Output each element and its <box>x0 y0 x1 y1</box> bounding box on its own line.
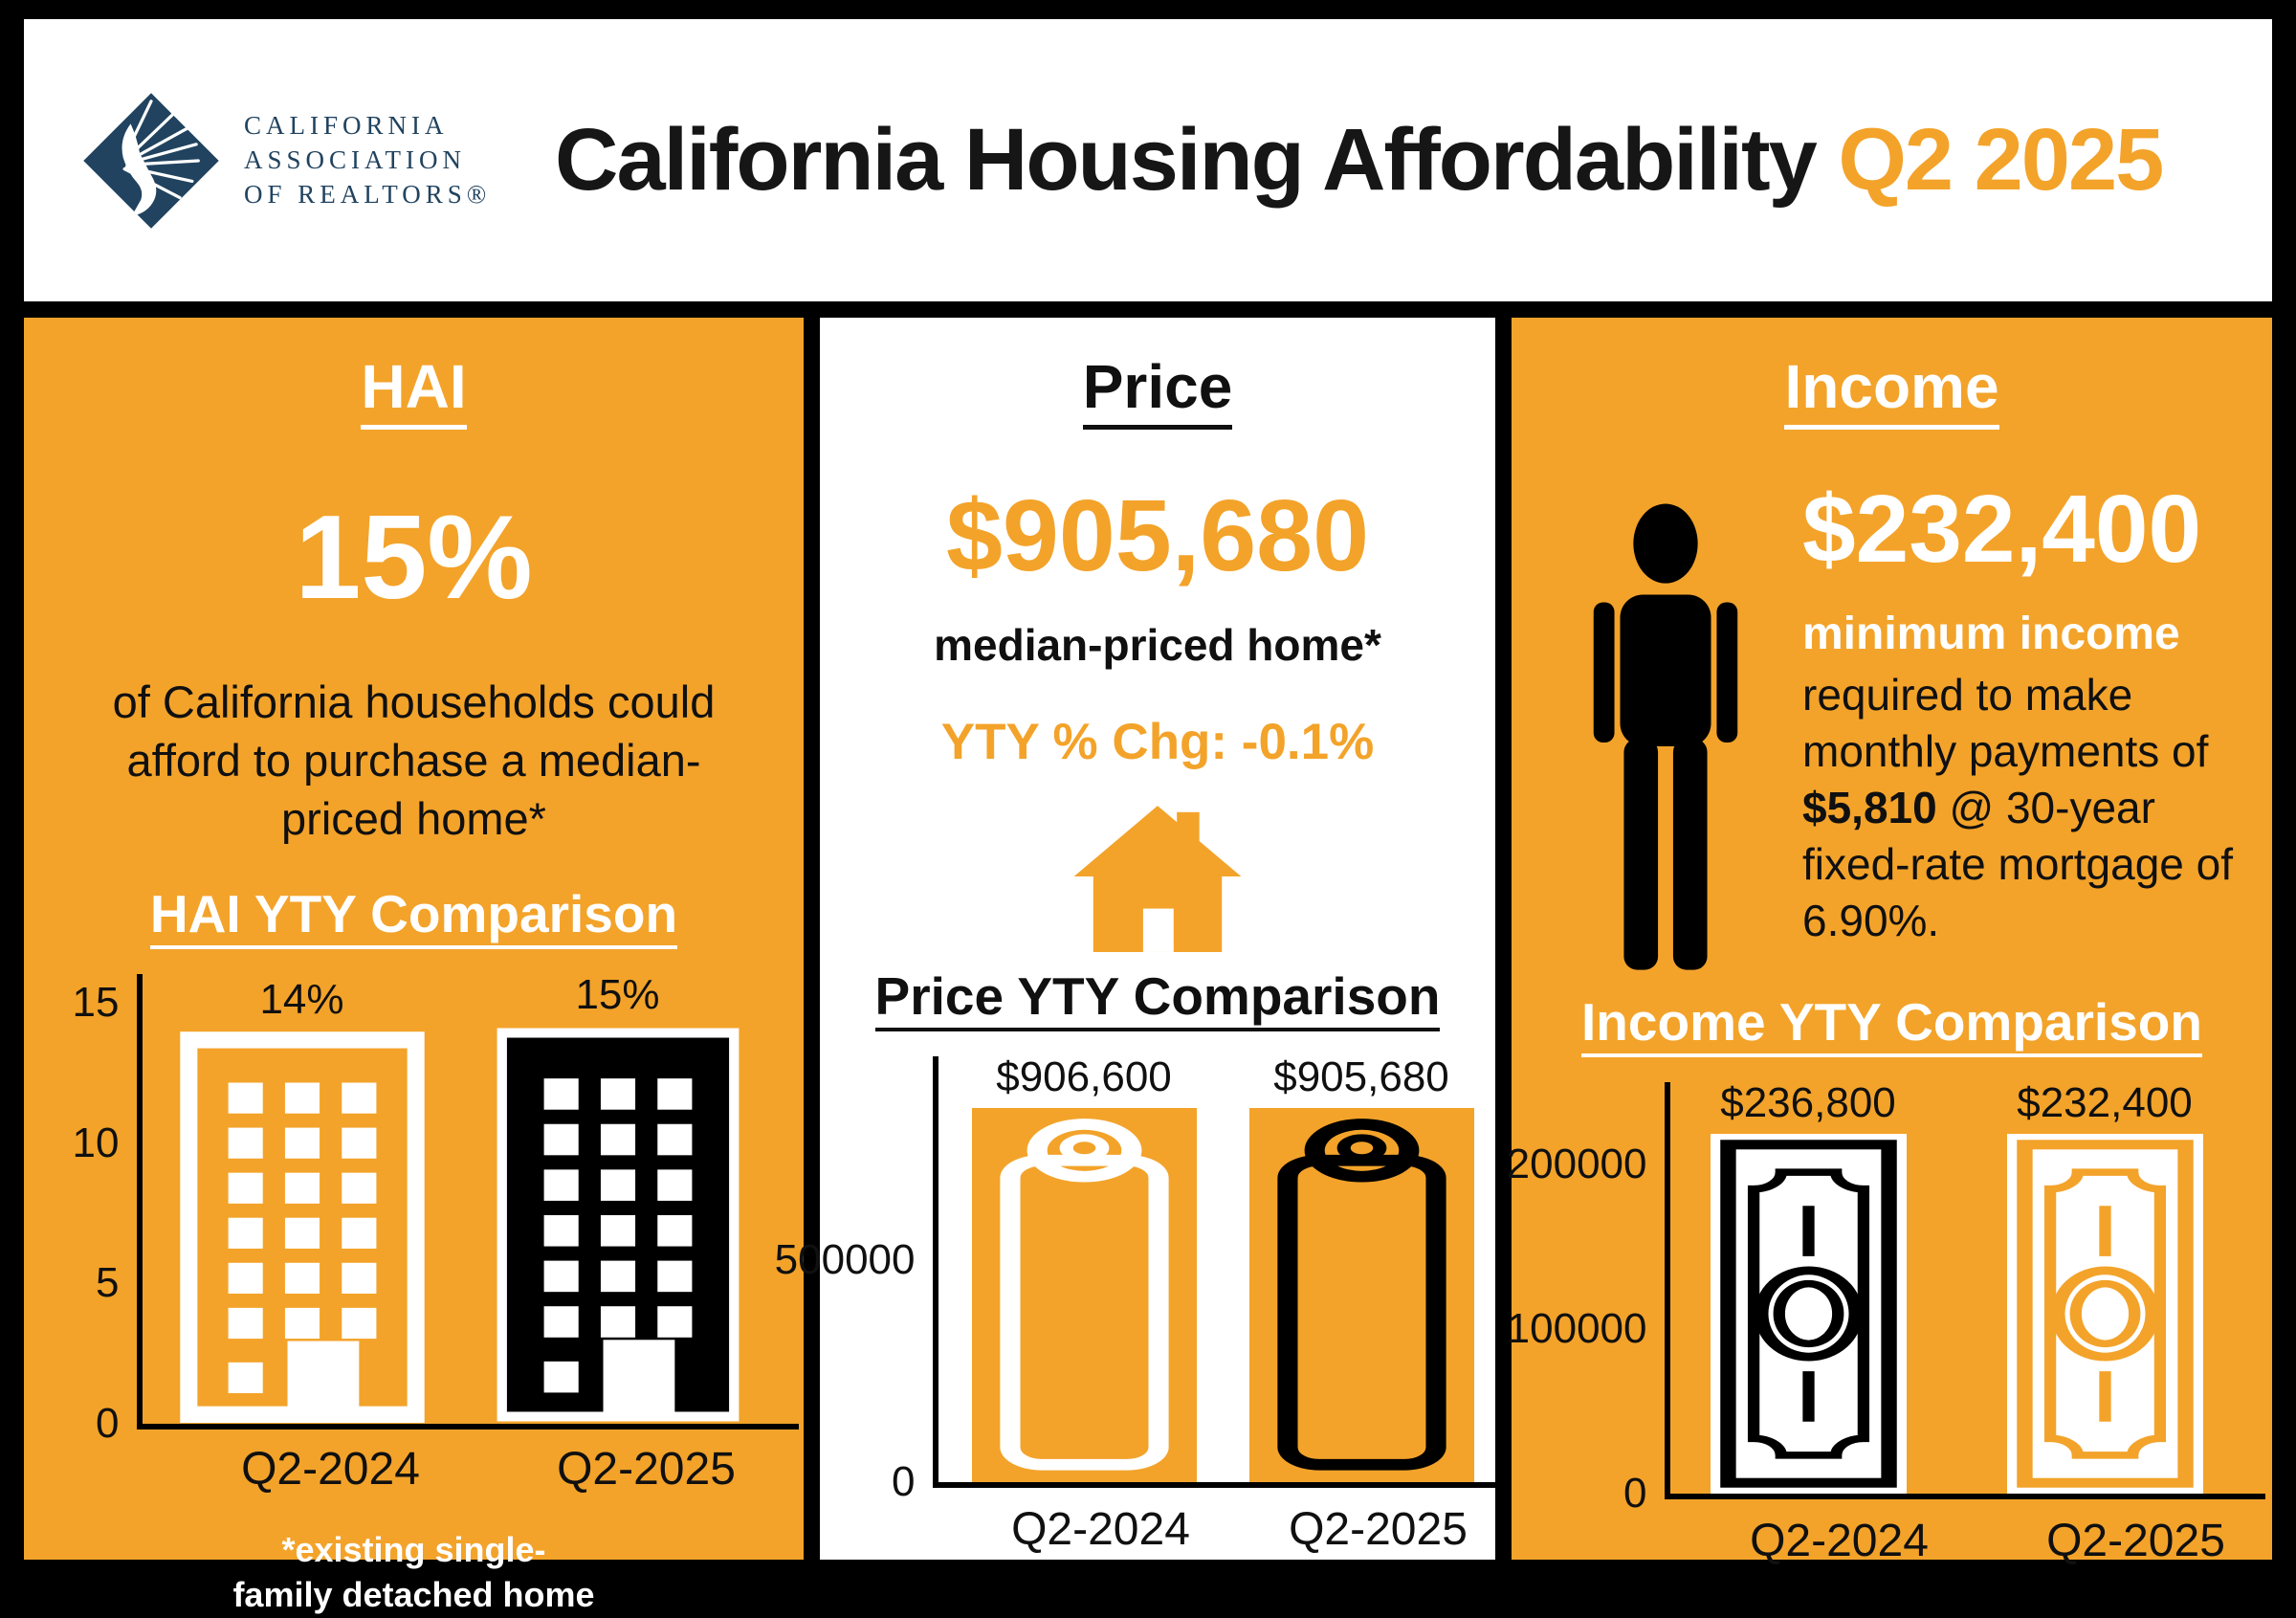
building-icon <box>179 1031 425 1424</box>
price-yty-change: YTY % Chg: -0.1% <box>940 714 1375 770</box>
price-plot-area: $906,600 $905,680 <box>932 1053 1508 1488</box>
logo-line-1: CALIFORNIA <box>244 111 449 140</box>
y-tick-label: 0 <box>1623 1470 1647 1517</box>
income-panel: Income $232,400 minimum income required … <box>1507 318 2272 1566</box>
bar-q2-2024: $236,800 <box>1710 1079 1907 1494</box>
y-tick-label: 500000 <box>774 1236 916 1284</box>
income-plot-area: $236,800 $232,400 <box>1664 1079 2265 1499</box>
banknote-icon <box>2016 1140 2194 1488</box>
price-tag-icon <box>1276 1119 1446 1471</box>
price-tag-icon <box>999 1119 1169 1471</box>
house-icon <box>1073 806 1242 952</box>
income-desc-part2: @ 30-year fixed-rate mortgage of 6.90%. <box>1802 782 2234 945</box>
header-band: CALIFORNIA ASSOCIATION OF REALTORS® Cali… <box>24 19 2272 301</box>
y-tick-label: 100000 <box>1506 1305 1647 1352</box>
car-logo-text: CALIFORNIA ASSOCIATION OF REALTORS® <box>244 113 491 208</box>
y-tick-label: 15 <box>72 978 120 1026</box>
income-x-labels: Q2-2024 Q2-2025 <box>1550 1515 2234 1567</box>
bar-value-label: $906,600 <box>996 1053 1172 1100</box>
price-x-labels: Q2-2024 Q2-2025 <box>825 1503 1490 1556</box>
income-headline-value: $232,400 <box>1802 476 2202 583</box>
hai-x-labels: Q2-2024 Q2-2025 <box>58 1443 770 1496</box>
x-label: Q2-2024 <box>1750 1516 1929 1566</box>
y-tick-label: 5 <box>96 1259 120 1307</box>
bar-value-label: $905,680 <box>1273 1053 1449 1100</box>
price-headline-value: $905,680 <box>945 479 1370 592</box>
hai-panel: HAI 15% of California households could a… <box>24 318 804 1614</box>
price-chart: 0 500000 $906,600 $905,680 <box>775 1053 1508 1503</box>
price-panel-title: Price <box>1082 356 1233 430</box>
y-tick-label: 10 <box>72 1119 120 1166</box>
income-desc-bold: $5,810 <box>1802 782 1937 832</box>
income-text-column: $232,400 minimum income required to make… <box>1802 472 2272 948</box>
bar-value-label: 14% <box>259 976 344 1024</box>
bar-value-label: 15% <box>575 971 660 1019</box>
banknote-bar-black <box>1710 1134 1907 1494</box>
bar-q2-2024: $906,600 <box>971 1053 1197 1482</box>
price-chart-title: Price YTY Comparison <box>874 970 1441 1031</box>
building-icon <box>497 1028 739 1422</box>
income-min-label: minimum income <box>1802 609 2180 659</box>
y-tick-label: 200000 <box>1506 1141 1647 1187</box>
hai-headline-value: 15% <box>295 492 533 624</box>
logo-line-3: OF REALTORS® <box>244 180 492 209</box>
building-bar-orange <box>179 1031 426 1424</box>
price-panel: Price $905,680 median-priced home* YTY %… <box>775 318 1508 1560</box>
x-label: Q2-2025 <box>2046 1516 2225 1566</box>
income-chart-title: Income YTY Comparison <box>1581 996 2202 1057</box>
bar-q2-2025: $232,400 <box>2006 1079 2203 1494</box>
bar-q2-2024: 14% <box>179 974 426 1424</box>
y-axis: 0 100000 200000 <box>1507 1082 1665 1515</box>
income-description: required to make monthly payments of $5,… <box>1802 667 2272 948</box>
page-title-quarter: Q2 2025 <box>1838 111 2164 209</box>
income-panel-title: Income <box>1784 356 1999 430</box>
y-axis: 0 500000 <box>775 1056 933 1503</box>
banknote-bar-orange <box>2006 1134 2203 1494</box>
hai-footnote: *existing single- family detached home <box>232 1528 594 1618</box>
y-axis: 0 5 10 15 <box>30 974 137 1445</box>
income-content-row: $232,400 minimum income required to make… <box>1512 472 2272 996</box>
banknote-icon <box>1719 1140 1897 1488</box>
person-icon <box>1593 503 1738 970</box>
income-desc-part1: required to make monthly payments of <box>1802 670 2209 776</box>
hai-description: of California households could afford to… <box>112 676 716 845</box>
price-subhead: median-priced home* <box>934 620 1381 670</box>
income-chart: 0 100000 200000 $236,800 <box>1507 1079 2265 1515</box>
price-tag-bar-black <box>1248 1108 1474 1482</box>
page-title: California Housing Affordability Q2 2025 <box>491 110 2226 211</box>
hai-panel-title: HAI <box>361 356 467 430</box>
price-tag-bar-white <box>971 1108 1197 1482</box>
x-label: Q2-2025 <box>557 1444 736 1496</box>
hai-plot-area: 14% <box>136 974 799 1430</box>
x-label: Q2-2024 <box>241 1444 420 1496</box>
hai-chart: 0 5 10 15 14% <box>30 974 799 1445</box>
footnote-line-2: family detached home <box>232 1575 595 1615</box>
car-logo: CALIFORNIA ASSOCIATION OF REALTORS® <box>79 89 491 233</box>
page-title-main: California Housing Affordability <box>555 111 1818 209</box>
y-tick-label: 0 <box>96 1400 120 1448</box>
x-label: Q2-2024 <box>1011 1504 1190 1555</box>
hai-chart-title: HAI YTY Comparison <box>149 888 678 950</box>
bar-value-label: $236,800 <box>1720 1079 1896 1126</box>
logo-line-2: ASSOCIATION <box>244 145 467 174</box>
bar-q2-2025: $905,680 <box>1248 1053 1474 1482</box>
x-label: Q2-2025 <box>1289 1504 1468 1555</box>
building-bar-black <box>495 1026 741 1424</box>
bar-value-label: $232,400 <box>2017 1079 2193 1126</box>
footnote-line-1: *existing single- <box>281 1530 546 1570</box>
car-diamond-logo-icon <box>83 92 219 229</box>
panels-row: HAI 15% of California households could a… <box>24 318 2272 1614</box>
bar-q2-2025: 15% <box>495 974 741 1424</box>
y-tick-label: 0 <box>892 1458 916 1505</box>
